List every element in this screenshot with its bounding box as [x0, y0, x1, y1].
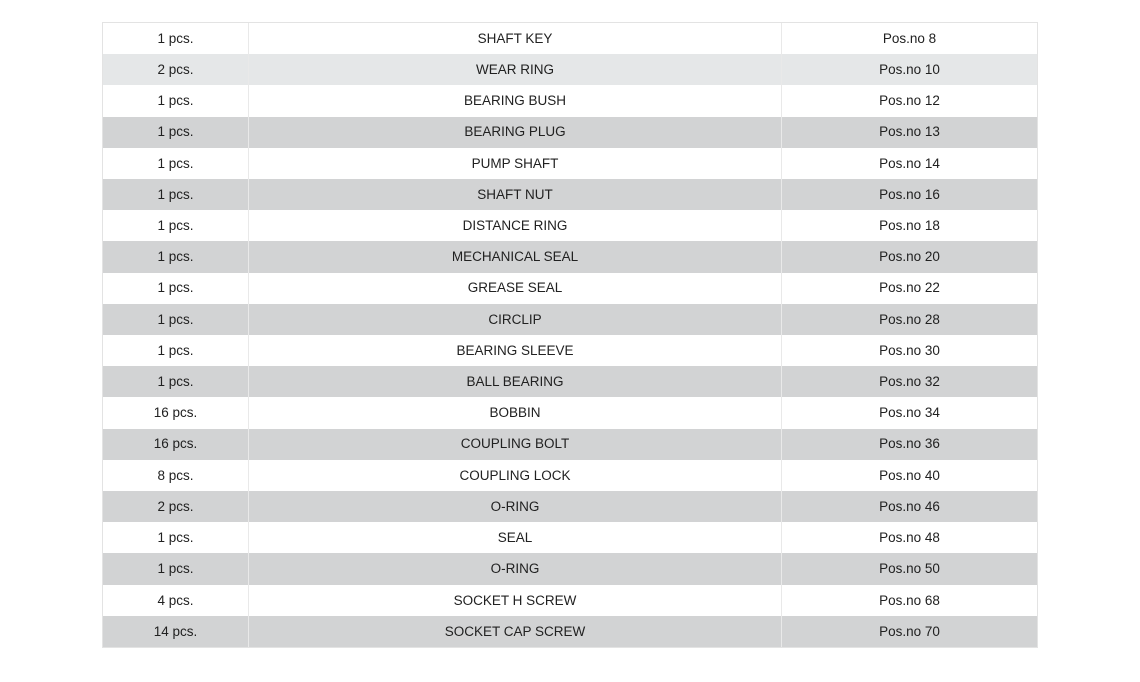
- quantity-cell: 1 pcs.: [157, 124, 194, 140]
- table-row[interactable]: 1 pcs. MECHANICAL SEAL Pos.no 20: [103, 241, 1037, 273]
- part-name-cell: O-RING: [248, 491, 782, 523]
- position-cell: Pos.no 40: [879, 467, 940, 483]
- quantity-cell: 14 pcs.: [153, 623, 198, 639]
- table-row[interactable]: 16 pcs. COUPLING BOLT Pos.no 36: [103, 428, 1037, 460]
- position-cell: Pos.no 20: [879, 249, 940, 265]
- position-cell: Pos.no 14: [879, 155, 940, 171]
- position-cell: Pos.no 32: [879, 374, 940, 390]
- quantity-cell: 2 pcs.: [157, 498, 194, 514]
- table-row[interactable]: 1 pcs. BEARING BUSH Pos.no 12: [103, 85, 1037, 117]
- part-name-cell: SHAFT NUT: [248, 179, 782, 211]
- part-name-cell: BOBBIN: [248, 397, 782, 429]
- part-name-cell: BEARING PLUG: [248, 116, 782, 148]
- position-cell: Pos.no 28: [879, 311, 940, 327]
- quantity-cell: 8 pcs.: [157, 467, 194, 483]
- table-row[interactable]: 4 pcs. SOCKET H SCREW Pos.no 68: [103, 584, 1037, 616]
- quantity-cell: 1 pcs.: [157, 311, 194, 327]
- quantity-cell: 1 pcs.: [157, 218, 194, 234]
- part-name-cell: BALL BEARING: [248, 366, 782, 398]
- position-cell: Pos.no 70: [879, 623, 940, 639]
- table-row[interactable]: 1 pcs. GREASE SEAL Pos.no 22: [103, 272, 1037, 304]
- table-row[interactable]: 1 pcs. O-RING Pos.no 50: [103, 553, 1037, 585]
- position-cell: Pos.no 34: [879, 405, 940, 421]
- table-row[interactable]: 2 pcs. O-RING Pos.no 46: [103, 491, 1037, 523]
- quantity-cell: 1 pcs.: [157, 280, 194, 296]
- part-name-cell: WEAR RING: [248, 54, 782, 86]
- table-row[interactable]: 1 pcs. PUMP SHAFT Pos.no 14: [103, 147, 1037, 180]
- position-cell: Pos.no 68: [879, 592, 940, 608]
- part-name-cell: O-RING: [248, 553, 782, 585]
- table-row[interactable]: 1 pcs. SHAFT KEY Pos.no 8: [103, 23, 1037, 55]
- position-cell: Pos.no 48: [879, 530, 940, 546]
- position-cell: Pos.no 18: [879, 218, 940, 234]
- quantity-cell: 1 pcs.: [157, 93, 194, 109]
- part-name-cell: BEARING SLEEVE: [248, 335, 782, 367]
- part-name-cell: SOCKET H SCREW: [248, 584, 782, 616]
- part-name-cell: MECHANICAL SEAL: [248, 241, 782, 273]
- quantity-cell: 16 pcs.: [153, 436, 198, 452]
- part-name-cell: SHAFT KEY: [248, 23, 782, 55]
- position-cell: Pos.no 10: [879, 62, 940, 78]
- quantity-cell: 1 pcs.: [157, 30, 194, 46]
- table-row[interactable]: 1 pcs. BEARING PLUG Pos.no 13: [103, 116, 1037, 148]
- quantity-cell: 1 pcs.: [157, 374, 194, 390]
- position-cell: Pos.no 8: [882, 30, 937, 46]
- part-name-cell: SOCKET CAP SCREW: [248, 615, 782, 648]
- position-cell: Pos.no 13: [879, 124, 940, 140]
- quantity-cell: 1 pcs.: [157, 249, 194, 265]
- quantity-cell: 1 pcs.: [157, 530, 194, 546]
- table-row[interactable]: 1 pcs. CIRCLIP Pos.no 28: [103, 303, 1037, 336]
- part-name-cell: BEARING BUSH: [248, 85, 782, 117]
- part-name-cell: COUPLING LOCK: [248, 459, 782, 492]
- table-row[interactable]: 1 pcs. BEARING SLEEVE Pos.no 30: [103, 335, 1037, 367]
- table-row[interactable]: 1 pcs. BALL BEARING Pos.no 32: [103, 366, 1037, 398]
- position-cell: Pos.no 22: [879, 280, 940, 296]
- part-name-cell: CIRCLIP: [248, 303, 782, 336]
- quantity-cell: 1 pcs.: [157, 155, 194, 171]
- table-row[interactable]: 1 pcs. DISTANCE RING Pos.no 18: [103, 210, 1037, 242]
- quantity-cell: 1 pcs.: [157, 342, 194, 358]
- position-cell: Pos.no 12: [879, 93, 940, 109]
- part-name-cell: SEAL: [248, 522, 782, 554]
- table-row[interactable]: 1 pcs. SEAL Pos.no 48: [103, 522, 1037, 554]
- table-row[interactable]: 16 pcs. BOBBIN Pos.no 34: [103, 397, 1037, 429]
- quantity-cell: 2 pcs.: [157, 62, 194, 78]
- quantity-cell: 1 pcs.: [157, 186, 194, 202]
- position-cell: Pos.no 16: [879, 186, 940, 202]
- position-cell: Pos.no 50: [879, 561, 940, 577]
- quantity-cell: 4 pcs.: [157, 592, 194, 608]
- quantity-cell: 16 pcs.: [153, 405, 198, 421]
- part-name-cell: DISTANCE RING: [248, 210, 782, 242]
- position-cell: Pos.no 36: [879, 436, 940, 452]
- table-row[interactable]: 2 pcs. WEAR RING Pos.no 10: [103, 54, 1037, 86]
- position-cell: Pos.no 30: [879, 342, 940, 358]
- table-row[interactable]: 14 pcs. SOCKET CAP SCREW Pos.no 70: [103, 615, 1037, 648]
- part-name-cell: COUPLING BOLT: [248, 428, 782, 460]
- part-name-cell: PUMP SHAFT: [248, 147, 782, 180]
- table-row[interactable]: 1 pcs. SHAFT NUT Pos.no 16: [103, 179, 1037, 211]
- quantity-cell: 1 pcs.: [157, 561, 194, 577]
- position-cell: Pos.no 46: [879, 498, 940, 514]
- part-name-cell: GREASE SEAL: [248, 272, 782, 304]
- parts-table: 1 pcs. SHAFT KEY Pos.no 8 2 pcs. WEAR RING Po…: [102, 22, 1038, 648]
- table-row[interactable]: 8 pcs. COUPLING LOCK Pos.no 40: [103, 459, 1037, 492]
